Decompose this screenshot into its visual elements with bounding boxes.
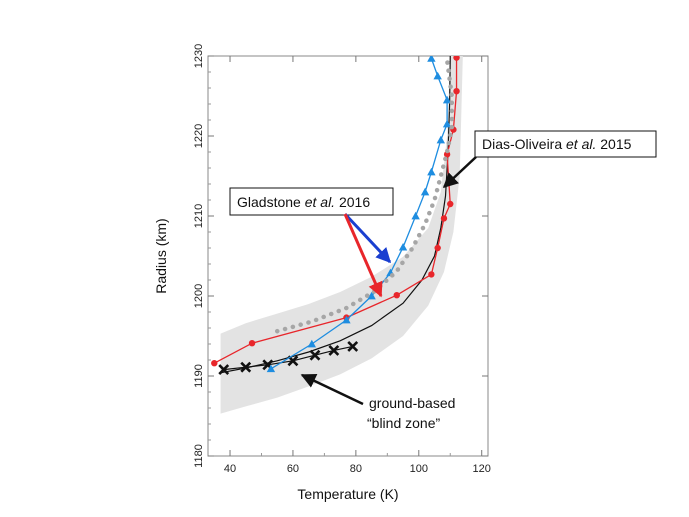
series-2-point [453,56,460,61]
series-2-point [248,340,256,347]
series-3-point [436,135,446,144]
series-3-point [266,364,276,373]
series-2-point [440,215,448,222]
axis-ticks: 40 60 80 100 120 1180 1190 1200 1210 1220 1230 [193,44,491,475]
series-group [211,56,460,376]
series-3-point [307,339,317,348]
x-tick-label: 120 [473,463,491,475]
series-1-point [309,349,321,361]
gladstone-red-arrow [343,213,383,298]
x-tick-label: 40 [224,463,236,475]
series-3-line [270,58,448,370]
series-3-point [442,119,452,128]
series-3-point [420,187,430,196]
plot-frame [207,55,489,457]
y-tick-label: 1190 [193,364,205,388]
gladstone-annotation: Gladstone et al. 2016 [229,187,394,298]
gladstone-label-box [229,187,394,216]
blind-zone-area [220,56,463,414]
dias-oliveira-label-box [474,130,657,158]
series-3-point [433,71,442,80]
series-3-point [342,315,351,324]
x-tick-label: 80 [350,463,362,475]
series-1 [218,340,359,376]
blind-zone-annotation: ground-based “blind zone” [300,373,455,431]
series-3 [266,56,452,373]
blind-zone-arrow [300,373,364,406]
y-tick-label: 1210 [193,204,205,228]
blind-zone-label-line2: “blind zone” [367,415,440,431]
series-3-point [427,56,436,62]
x-axis-title: Temperature (K) [297,486,398,502]
series-3-point [411,211,420,220]
y-axis-title: Radius (km) [153,218,169,293]
series-2-point [443,151,451,158]
x-tick-label: 100 [410,463,428,475]
y-tick-label: 1200 [193,284,205,308]
series-2-line [213,57,458,364]
series-2-point [453,88,460,95]
series-1-point [328,344,340,356]
x-tick-label: 60 [287,463,299,475]
series-2-point [211,360,218,367]
series-2-point [393,292,400,299]
series-1-point [347,340,359,352]
series-2-point [434,244,441,252]
y-tick-label: 1220 [193,124,205,148]
series-1-point [240,361,252,373]
dias-oliveira-arrow [442,156,477,189]
series-3-point [398,243,408,251]
y-tick-label: 1180 [193,444,205,468]
series-4 [274,57,455,334]
gladstone-label: Gladstone et al. 2016 [237,194,370,210]
series-2-point [428,271,435,278]
dias-oliveira-label: Dias-Oliveira et al. 2015 [482,136,632,152]
series-3-point [442,95,452,104]
series-3-point [427,167,436,176]
gladstone-blue-arrow [343,212,392,264]
series-2-point [447,200,454,208]
blind-zone-label-line1: ground-based [369,395,455,411]
y-tick-label: 1230 [193,44,205,68]
series-1-point [218,364,230,376]
dias-oliveira-annotation: Dias-Oliveira et al. 2015 [442,130,657,189]
series-4-line [274,57,455,334]
blind-zone-band [220,56,463,414]
